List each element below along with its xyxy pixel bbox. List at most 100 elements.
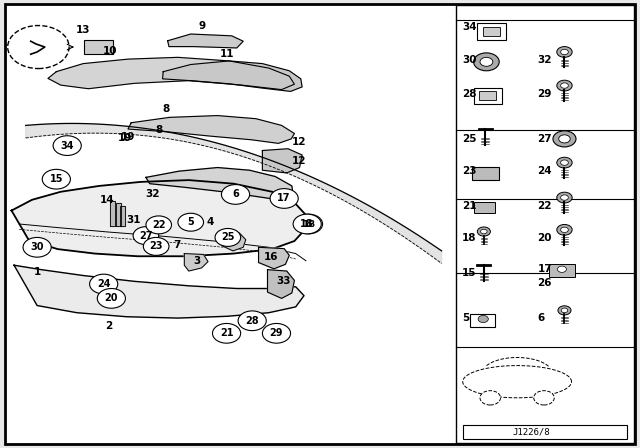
Circle shape	[481, 229, 487, 234]
Text: 16: 16	[264, 252, 278, 262]
Text: 17: 17	[277, 194, 291, 203]
Circle shape	[534, 391, 554, 405]
Text: 20: 20	[538, 233, 552, 243]
Circle shape	[557, 224, 572, 235]
Text: 19: 19	[118, 133, 132, 143]
Circle shape	[42, 169, 70, 189]
Polygon shape	[168, 34, 243, 48]
Text: 32: 32	[145, 189, 159, 198]
FancyBboxPatch shape	[463, 425, 627, 439]
Circle shape	[474, 53, 499, 71]
Text: 23: 23	[149, 241, 163, 251]
Circle shape	[8, 26, 69, 69]
Text: 13: 13	[76, 26, 90, 35]
Text: 1: 1	[33, 267, 41, 277]
Text: 7: 7	[173, 240, 180, 250]
Circle shape	[557, 157, 572, 168]
Text: 6: 6	[232, 190, 239, 199]
Circle shape	[557, 47, 572, 57]
Circle shape	[97, 289, 125, 308]
Circle shape	[212, 323, 241, 343]
Text: 30: 30	[30, 242, 44, 252]
FancyBboxPatch shape	[472, 167, 499, 180]
Text: 25: 25	[221, 233, 235, 242]
Text: 24: 24	[538, 166, 552, 176]
Circle shape	[262, 323, 291, 343]
Polygon shape	[146, 168, 293, 200]
Text: 21: 21	[462, 201, 477, 211]
Text: 17: 17	[538, 264, 552, 274]
Polygon shape	[14, 265, 304, 318]
Text: 34: 34	[462, 22, 477, 32]
Circle shape	[215, 228, 241, 246]
Circle shape	[561, 195, 568, 200]
FancyBboxPatch shape	[84, 40, 113, 54]
Text: 9: 9	[198, 22, 205, 31]
Circle shape	[561, 227, 568, 233]
Text: 15: 15	[49, 174, 63, 184]
Polygon shape	[262, 149, 302, 173]
Text: 23: 23	[462, 166, 477, 176]
Circle shape	[221, 185, 250, 204]
Text: J1226/8: J1226/8	[512, 427, 550, 436]
Text: 10: 10	[103, 46, 117, 56]
Text: 18: 18	[300, 219, 314, 229]
Text: 24: 24	[97, 279, 111, 289]
Circle shape	[480, 57, 493, 66]
FancyBboxPatch shape	[474, 88, 502, 104]
Polygon shape	[184, 254, 208, 271]
Text: 8: 8	[163, 104, 170, 114]
Text: 28: 28	[245, 316, 259, 326]
Text: 22: 22	[538, 201, 552, 211]
FancyBboxPatch shape	[477, 23, 506, 40]
Circle shape	[561, 160, 568, 165]
Polygon shape	[48, 57, 294, 90]
FancyBboxPatch shape	[474, 202, 495, 213]
Text: 27: 27	[139, 231, 153, 241]
Text: 28: 28	[462, 89, 477, 99]
Polygon shape	[163, 61, 302, 91]
Text: 29: 29	[269, 328, 284, 338]
Circle shape	[294, 214, 323, 234]
Polygon shape	[221, 232, 246, 251]
Polygon shape	[259, 247, 289, 269]
Circle shape	[293, 214, 321, 234]
Text: 25: 25	[462, 134, 477, 144]
Text: 20: 20	[104, 293, 118, 303]
Polygon shape	[268, 270, 294, 298]
Circle shape	[477, 227, 490, 236]
Circle shape	[478, 315, 488, 323]
Text: 12: 12	[292, 156, 306, 166]
Polygon shape	[26, 124, 442, 263]
Text: 29: 29	[538, 89, 552, 99]
Text: 3: 3	[193, 256, 201, 266]
FancyBboxPatch shape	[470, 314, 495, 327]
Circle shape	[23, 237, 51, 257]
Text: 22: 22	[152, 220, 166, 230]
FancyBboxPatch shape	[5, 4, 635, 444]
Text: 14: 14	[100, 195, 115, 205]
FancyBboxPatch shape	[483, 26, 500, 36]
Polygon shape	[128, 116, 294, 143]
Text: 26: 26	[538, 278, 552, 288]
Text: 15: 15	[462, 268, 477, 278]
Text: 8: 8	[155, 125, 163, 135]
Text: 18: 18	[462, 233, 477, 243]
Text: 21: 21	[220, 328, 234, 338]
FancyBboxPatch shape	[479, 91, 496, 100]
Circle shape	[133, 227, 159, 245]
Circle shape	[178, 213, 204, 231]
Text: 31: 31	[126, 215, 140, 225]
Circle shape	[559, 135, 570, 143]
Circle shape	[238, 311, 266, 331]
Circle shape	[270, 189, 298, 208]
Text: 11: 11	[220, 49, 234, 59]
Circle shape	[557, 192, 572, 203]
Circle shape	[557, 80, 572, 91]
Text: 6: 6	[538, 313, 545, 323]
Text: 12: 12	[292, 137, 307, 147]
Polygon shape	[120, 206, 125, 226]
FancyBboxPatch shape	[456, 5, 634, 443]
Text: 5: 5	[188, 217, 194, 227]
Circle shape	[146, 216, 172, 234]
